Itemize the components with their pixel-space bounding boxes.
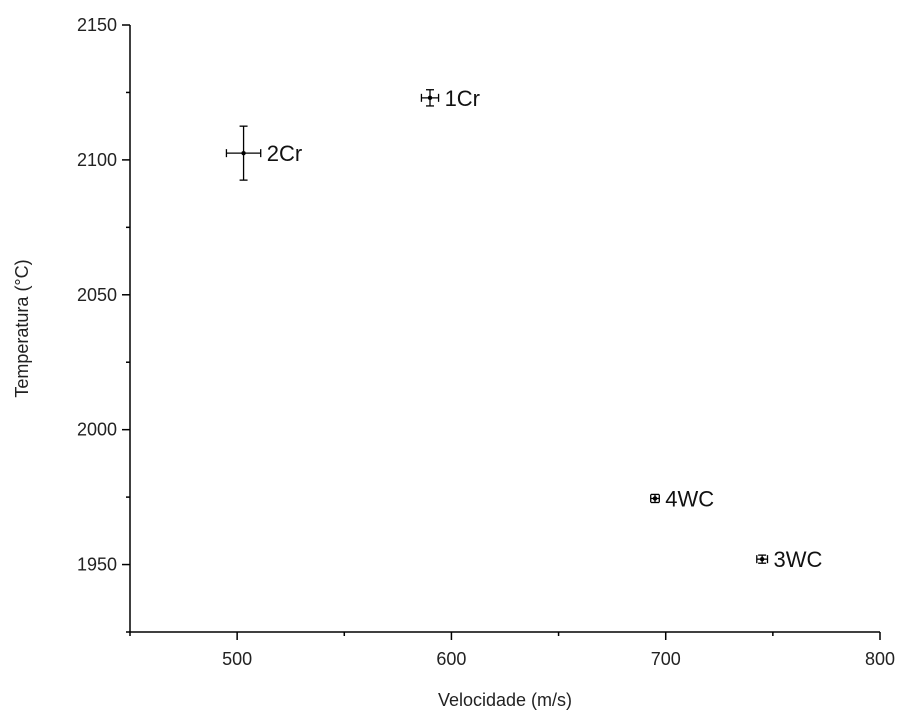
data-marker	[759, 556, 765, 562]
y-tick-label: 2000	[77, 420, 117, 440]
point-label: 2Cr	[267, 141, 302, 166]
y-axis-title: Temperatura (°C)	[12, 259, 32, 397]
data-point-2cr: 2Cr	[225, 125, 302, 181]
x-tick-label: 700	[651, 649, 681, 669]
x-tick-label: 800	[865, 649, 895, 669]
axes	[129, 25, 880, 633]
x-axis-title: Velocidade (m/s)	[438, 690, 572, 710]
data-marker	[652, 496, 658, 501]
y-axis-ticks: 1950 2000 2050 2100 2150	[77, 15, 130, 633]
y-tick-label: 1950	[77, 555, 117, 575]
point-label: 1Cr	[445, 86, 480, 111]
data-points: 1Cr 2Cr 4WC 3WC	[225, 86, 823, 572]
point-label: 4WC	[665, 486, 714, 511]
data-marker	[427, 95, 433, 101]
point-label: 3WC	[774, 547, 823, 572]
x-tick-label: 500	[222, 649, 252, 669]
data-marker	[241, 150, 246, 156]
x-axis-ticks: 500 600 700 800	[129, 632, 895, 669]
data-point-1cr: 1Cr	[420, 86, 480, 111]
data-point-3wc: 3WC	[756, 547, 823, 572]
x-tick-label: 600	[436, 649, 466, 669]
y-tick-label: 2150	[77, 15, 117, 35]
y-tick-label: 2050	[77, 285, 117, 305]
data-point-4wc: 4WC	[650, 486, 714, 511]
y-tick-label: 2100	[77, 150, 117, 170]
